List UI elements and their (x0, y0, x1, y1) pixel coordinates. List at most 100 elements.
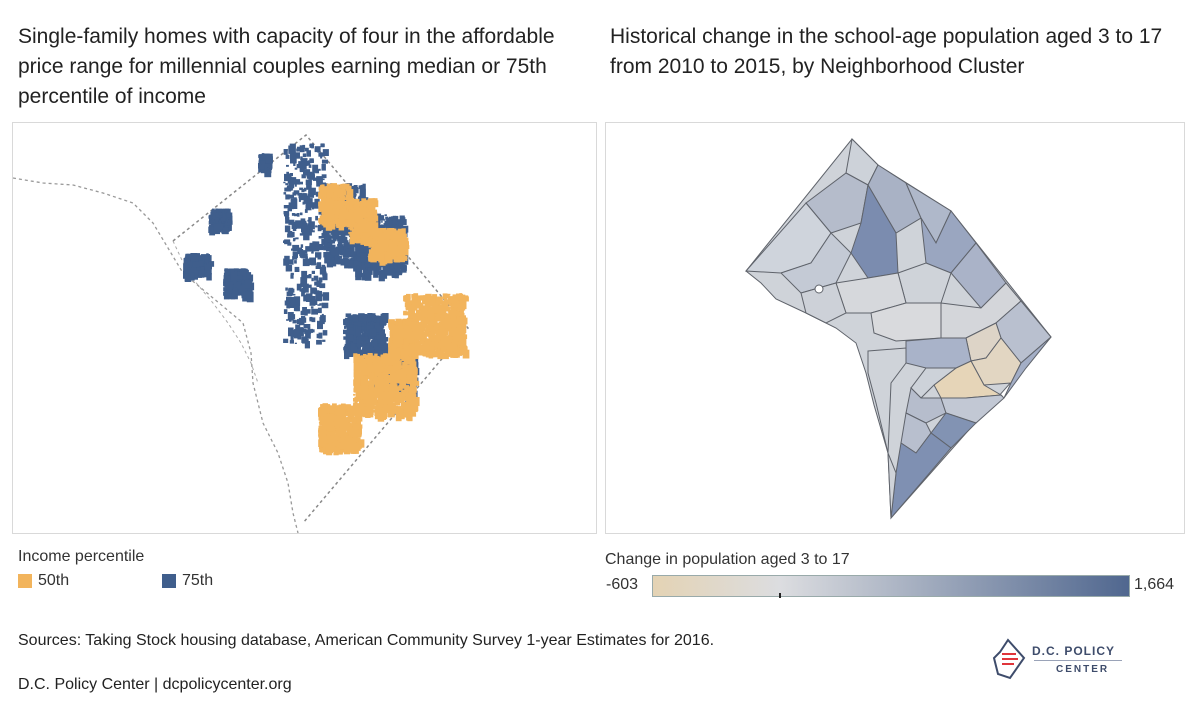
parcel-50th (326, 447, 331, 453)
parcel-50th (365, 397, 370, 402)
parcel-75th (300, 156, 303, 161)
parcel-75th (289, 318, 292, 322)
parcel-75th (392, 263, 395, 266)
parcel-75th (245, 291, 253, 299)
parcel-75th (307, 327, 311, 332)
parcel-75th (293, 335, 299, 339)
parcel-50th (369, 378, 373, 381)
parcel-75th (336, 231, 343, 236)
parcel-50th (402, 361, 408, 367)
parcel-50th (456, 303, 460, 307)
parcel-50th (359, 399, 364, 406)
parcel-50th (459, 300, 467, 310)
parcel-50th (443, 303, 448, 307)
parcel-50th (394, 363, 401, 369)
parcel-75th (288, 219, 295, 225)
parcel-50th (392, 355, 396, 361)
parcel-75th (285, 265, 293, 272)
parcel-50th (354, 400, 358, 404)
parcel-50th (442, 318, 448, 325)
parcel-50th (462, 334, 468, 339)
parcel-75th (297, 213, 300, 217)
parcel-75th (395, 215, 399, 221)
parcel-75th (320, 155, 323, 159)
parcel-75th (290, 274, 294, 279)
parcel-75th (286, 319, 289, 321)
parcel-50th (395, 394, 402, 402)
parcel-75th (237, 277, 242, 282)
parcel-50th (450, 351, 456, 355)
parcel-75th (295, 326, 299, 329)
parcel-50th (355, 421, 361, 426)
parcel-75th (309, 243, 315, 248)
parcel-50th (382, 360, 385, 364)
parcel-50th (389, 393, 397, 402)
parcel-75th (302, 163, 307, 170)
parcel-50th (328, 199, 334, 206)
parcel-75th (204, 259, 209, 266)
parcel-75th (357, 326, 362, 331)
parcel-75th (227, 219, 231, 224)
parcel-50th (424, 301, 431, 307)
parcel-75th (311, 270, 315, 274)
parcel-50th (334, 185, 339, 191)
parcel-75th (296, 164, 302, 169)
parcel-50th (383, 385, 390, 391)
parcel-50th (395, 412, 402, 422)
parcel-50th (435, 313, 441, 320)
parcel-75th (284, 225, 291, 233)
parcel-50th (350, 216, 353, 219)
left-map-title: Single-family homes with capacity of fou… (18, 25, 555, 108)
parcel-50th (349, 224, 354, 231)
parcel-75th (289, 297, 296, 305)
parcel-50th (385, 238, 389, 244)
parcel-50th (346, 199, 349, 204)
parcel-50th (382, 391, 385, 395)
parcel-75th (321, 174, 327, 179)
parcel-75th (309, 317, 313, 321)
parcel-75th (301, 270, 308, 280)
parcel-75th (308, 198, 313, 203)
parcel-75th (324, 257, 331, 264)
parcel-75th (298, 327, 304, 337)
parcel-50th (445, 293, 449, 296)
parcel-50th (402, 245, 410, 249)
parcel-50th (392, 397, 396, 402)
parcel-50th (374, 395, 378, 400)
parcel-75th (325, 261, 328, 264)
parcel-75th (348, 320, 352, 323)
parcel-75th (368, 334, 375, 340)
parcel-75th (308, 189, 315, 196)
parcel-75th (314, 290, 317, 293)
parcel-75th (206, 253, 209, 257)
parcel-75th (302, 153, 307, 158)
parcel-75th (354, 257, 362, 267)
parcel-50th (451, 303, 454, 306)
parcel-75th (318, 236, 323, 239)
parcel-75th (298, 181, 303, 185)
parcel-50th (331, 211, 335, 215)
parcel-75th (338, 236, 345, 244)
parcel-75th (238, 288, 243, 293)
parcel-50th (361, 210, 367, 215)
parcel-50th (358, 220, 363, 228)
parcel-50th (342, 184, 346, 190)
parcel-50th (405, 378, 408, 381)
parcel-75th (337, 258, 345, 265)
parcel-75th (188, 256, 195, 265)
parcel-75th (317, 307, 322, 314)
parcel-50th (413, 301, 419, 306)
parcel-75th (398, 221, 404, 227)
parcel-75th (382, 218, 385, 221)
parcel-75th (288, 185, 294, 189)
parcel-75th (226, 218, 229, 222)
parcel-75th (285, 183, 288, 186)
parcel-75th (304, 160, 311, 166)
parcel-50th (397, 246, 401, 251)
parcel-50th (400, 412, 408, 418)
parcel-50th (349, 233, 354, 237)
parcel-75th (288, 145, 294, 154)
parcel-75th (380, 324, 384, 326)
parcel-50th (431, 341, 435, 345)
parcel-50th (416, 311, 424, 321)
